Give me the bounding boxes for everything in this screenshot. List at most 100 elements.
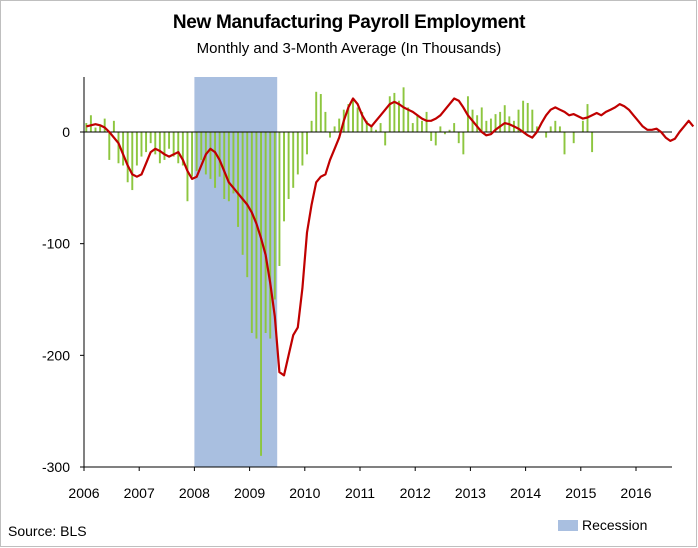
x-tick-label: 2016 <box>620 485 651 501</box>
x-tick-label: 2011 <box>345 485 375 501</box>
legend-swatch-recession <box>558 519 578 531</box>
bar <box>209 132 212 179</box>
bar <box>181 132 184 166</box>
bar <box>108 132 111 160</box>
x-tick-label: 2009 <box>234 485 265 501</box>
bar <box>370 126 373 132</box>
bar <box>232 132 235 194</box>
bar <box>306 132 308 155</box>
bar <box>388 96 391 132</box>
bar <box>581 120 584 132</box>
bar <box>163 132 166 160</box>
bar <box>517 109 520 132</box>
bar <box>402 87 405 132</box>
bar <box>393 92 396 132</box>
bar <box>430 132 433 141</box>
x-tick-label: 2010 <box>289 485 320 501</box>
bar <box>494 114 497 132</box>
bar <box>85 123 88 132</box>
bar <box>398 100 400 132</box>
bar <box>310 120 313 132</box>
bar <box>200 132 203 160</box>
bar <box>117 132 120 164</box>
bar <box>122 132 125 166</box>
bar <box>522 100 525 132</box>
y-tick-label: -100 <box>42 236 70 252</box>
bar <box>365 120 368 132</box>
bar <box>411 123 414 132</box>
bar <box>549 126 552 132</box>
bar <box>186 132 189 202</box>
source-note: Source: BLS <box>8 523 87 539</box>
bar <box>149 132 152 144</box>
bar <box>591 132 594 153</box>
bar <box>237 132 240 227</box>
bar <box>558 126 561 132</box>
bar <box>103 118 106 132</box>
bar <box>347 104 350 132</box>
y-tick-label: -200 <box>42 347 70 363</box>
bar <box>333 126 336 132</box>
average-line <box>86 97 695 377</box>
bar <box>158 132 161 164</box>
bar <box>356 107 359 132</box>
bar <box>563 132 566 155</box>
bar <box>338 118 341 132</box>
bar <box>531 109 534 132</box>
bar <box>301 132 304 166</box>
bar <box>135 132 138 166</box>
bar <box>260 132 262 456</box>
bar <box>448 129 451 132</box>
bar <box>278 132 281 266</box>
bar <box>191 132 194 177</box>
bar <box>476 115 479 132</box>
bar <box>434 132 437 146</box>
x-tick-label: 2012 <box>400 485 431 501</box>
y-tick-label: -300 <box>42 459 70 475</box>
bar <box>439 126 442 132</box>
bar <box>89 115 92 132</box>
bar <box>195 132 198 172</box>
bar <box>379 123 382 132</box>
bar <box>480 107 483 132</box>
bar <box>503 105 506 132</box>
bar <box>296 132 299 175</box>
legend-label-recession: Recession <box>582 517 648 533</box>
bar <box>572 132 575 144</box>
bar <box>283 132 285 222</box>
bar <box>214 132 217 188</box>
bar <box>554 120 557 132</box>
bar <box>499 111 502 132</box>
bar <box>352 98 354 132</box>
bar <box>287 132 290 199</box>
x-tick-label: 2008 <box>179 485 210 501</box>
x-tick-label: 2007 <box>124 485 155 501</box>
x-tick-label: 2013 <box>455 485 486 501</box>
bar <box>324 111 327 132</box>
bar <box>168 132 171 149</box>
bar <box>292 132 295 188</box>
bar <box>457 132 460 144</box>
bar <box>453 123 456 132</box>
bar <box>273 132 276 300</box>
bar <box>154 132 157 155</box>
bar <box>227 132 230 202</box>
bar <box>126 132 129 183</box>
bar <box>94 127 97 132</box>
bar <box>264 132 267 333</box>
bar <box>485 120 488 132</box>
y-tick-label: 0 <box>62 124 70 140</box>
bar <box>223 132 226 199</box>
bar <box>315 91 318 132</box>
bar <box>535 126 538 132</box>
bar <box>218 132 221 177</box>
recession-band <box>194 77 278 467</box>
bar <box>526 102 529 132</box>
bar <box>361 111 364 132</box>
bar <box>172 132 175 157</box>
bar <box>407 107 410 132</box>
bar <box>250 132 253 333</box>
x-tick-label: 2014 <box>510 485 541 501</box>
